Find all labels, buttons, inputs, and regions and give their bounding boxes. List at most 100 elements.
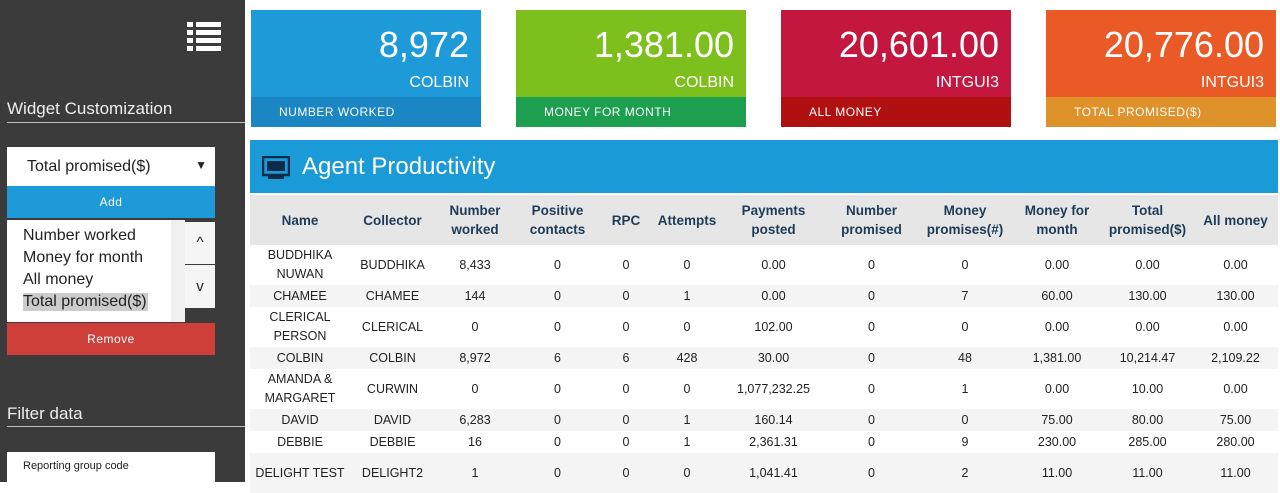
table-cell: 230.00 bbox=[1037, 434, 1077, 449]
table-cell: 0 bbox=[961, 257, 969, 272]
table-header-bar: Agent Productivity bbox=[250, 140, 1278, 193]
table-cell: CLERICAL bbox=[361, 319, 424, 334]
table-cell: DAVID bbox=[250, 409, 350, 431]
list-item[interactable]: All money bbox=[23, 271, 94, 288]
card-subtitle: INTGUI3 bbox=[935, 74, 999, 91]
table-cell: DEBBIE bbox=[277, 434, 323, 449]
table-row: DAVID DAVID 6,283 0 0 1 160.14 0 0 75.00 80.00 75.0… bbox=[250, 409, 1278, 431]
table-cell: 1,077,232.25 bbox=[737, 381, 810, 396]
productivity-table: Name Collector Number worked Positive conta… bbox=[250, 195, 1278, 493]
table-cell: 48 bbox=[918, 347, 1012, 369]
table-cell: AMANDA & MARGARET bbox=[264, 372, 336, 405]
column-header: RPC bbox=[600, 195, 652, 245]
table-row: DEBBIE DEBBIE 16 0 0 1 2,361.31 0 9 230.00 285.00 2… bbox=[250, 431, 1278, 453]
table-cell: 0 bbox=[825, 409, 918, 431]
table-cell: DAVID bbox=[350, 409, 435, 431]
move-down-button[interactable]: v bbox=[185, 265, 215, 308]
table-cell: DELIGHT TEST bbox=[250, 453, 350, 493]
column-header: All money bbox=[1193, 195, 1278, 245]
table-cell: 6 bbox=[515, 347, 600, 369]
card-label: NUMBER WORKED bbox=[251, 97, 481, 127]
table-cell: 0.00 bbox=[1044, 381, 1070, 396]
table-cell: CURWIN bbox=[366, 381, 419, 396]
card-value: 8,972 bbox=[378, 24, 469, 65]
table-cell: 0 bbox=[825, 453, 918, 493]
card-subtitle: COLBIN bbox=[674, 74, 734, 91]
table-cell: 1 bbox=[683, 434, 691, 449]
table-cell: 428 bbox=[652, 347, 722, 369]
column-header: Collector bbox=[350, 195, 435, 245]
table-cell: 16 bbox=[468, 434, 482, 449]
table-cell: DEBBIE bbox=[369, 434, 416, 449]
column-header: Number worked bbox=[435, 195, 515, 245]
table-cell: 8,433 bbox=[459, 257, 491, 272]
stat-card: 1,381.00 COLBIN MONEY FOR MONTH bbox=[516, 10, 746, 127]
column-header: Name bbox=[250, 195, 350, 245]
table-cell: 0 bbox=[683, 257, 691, 272]
table-cell: 0 bbox=[868, 257, 875, 272]
table-cell: 0 bbox=[554, 257, 561, 272]
table-cell: 0 bbox=[554, 319, 561, 334]
table-row: CLERICAL PERSON CLERICAL 0 0 0 0 102.00 0 0 0.00 0… bbox=[250, 307, 1278, 347]
table-cell: CLERICAL PERSON bbox=[269, 310, 331, 343]
card-subtitle: COLBIN bbox=[409, 74, 469, 91]
table-cell: CHAMEE bbox=[350, 285, 435, 307]
table-cell: 8,972 bbox=[435, 347, 515, 369]
table-cell: 1 bbox=[652, 285, 722, 307]
table-row: COLBIN COLBIN 8,972 6 6 428 30.00 0 48 1,381.00 10… bbox=[250, 347, 1278, 369]
card-label: TOTAL PROMISED($) bbox=[1046, 97, 1276, 127]
column-header: Payments posted bbox=[722, 195, 825, 245]
table-cell: 2,109.22 bbox=[1193, 347, 1278, 369]
table-cell: 0.00 bbox=[1223, 319, 1248, 334]
card-label: MONEY FOR MONTH bbox=[516, 97, 746, 127]
table-cell: 0 bbox=[825, 347, 918, 369]
table-cell: 0 bbox=[600, 453, 652, 493]
table-cell: 280.00 bbox=[1216, 434, 1255, 449]
table-cell: 0 bbox=[683, 319, 691, 334]
select-value: Total promised($) bbox=[27, 158, 151, 175]
card-label: ALL MONEY bbox=[781, 97, 1011, 127]
move-up-button[interactable]: ^ bbox=[185, 222, 215, 264]
table-cell: 0 bbox=[471, 381, 479, 396]
card-value: 20,776.00 bbox=[1103, 24, 1264, 65]
table-cell: 0 bbox=[622, 319, 630, 334]
filter-field[interactable]: Reporting group code bbox=[7, 452, 215, 482]
table-cell: 80.00 bbox=[1102, 409, 1193, 431]
table-cell: 0 bbox=[825, 285, 918, 307]
list-item[interactable]: Total promised($) bbox=[23, 293, 148, 311]
table-cell: 0 bbox=[868, 434, 875, 449]
add-button[interactable]: Add bbox=[7, 186, 215, 218]
table-cell: 0 bbox=[515, 285, 600, 307]
table-cell: 1 bbox=[652, 409, 722, 431]
table-cell: 2,361.31 bbox=[749, 434, 798, 449]
table-cell: BUDDHIKA NUWAN bbox=[267, 248, 333, 281]
list-item[interactable]: Number worked bbox=[23, 227, 136, 244]
card-subtitle: INTGUI3 bbox=[1200, 74, 1264, 91]
table-cell: 130.00 bbox=[1102, 285, 1193, 307]
table-cell: 10,214.47 bbox=[1102, 347, 1193, 369]
sidebar: Widget Customization Total promised($) ▼… bbox=[0, 0, 245, 482]
table-cell: 0 bbox=[868, 319, 875, 334]
widget-select[interactable]: Total promised($) ▼ bbox=[7, 147, 215, 186]
table-cell: 11.00 bbox=[1193, 453, 1278, 493]
table-row: DELIGHT TEST DELIGHT2 1 0 0 0 1,041.41 0 2 11.00 1… bbox=[250, 453, 1278, 493]
table-row: AMANDA & MARGARET CURWIN 0 0 0 0 1,077,232.25 0… bbox=[250, 369, 1278, 409]
menu-icon[interactable] bbox=[187, 22, 221, 51]
table-cell: 0.00 bbox=[1135, 319, 1160, 334]
table-cell: 2 bbox=[918, 453, 1012, 493]
column-header: Money for month bbox=[1012, 195, 1102, 245]
widget-list[interactable]: Number worked Money for month All money Tot… bbox=[7, 220, 185, 322]
table-cell: 0 bbox=[622, 381, 630, 396]
table-cell: 30.00 bbox=[722, 347, 825, 369]
column-header: Total promised($) bbox=[1102, 195, 1193, 245]
table-cell: 0 bbox=[652, 453, 722, 493]
stat-card: 8,972 COLBIN NUMBER WORKED bbox=[251, 10, 481, 127]
table-cell: 0.00 bbox=[1223, 381, 1248, 396]
list-item[interactable]: Money for month bbox=[23, 249, 144, 266]
table-cell: 0 bbox=[622, 434, 630, 449]
table-cell: 0.00 bbox=[1044, 319, 1070, 334]
table-cell: 0 bbox=[961, 319, 969, 334]
remove-button[interactable]: Remove bbox=[7, 323, 215, 355]
table-cell: 0.00 bbox=[1044, 257, 1070, 272]
table-cell: 11.00 bbox=[1102, 453, 1193, 493]
